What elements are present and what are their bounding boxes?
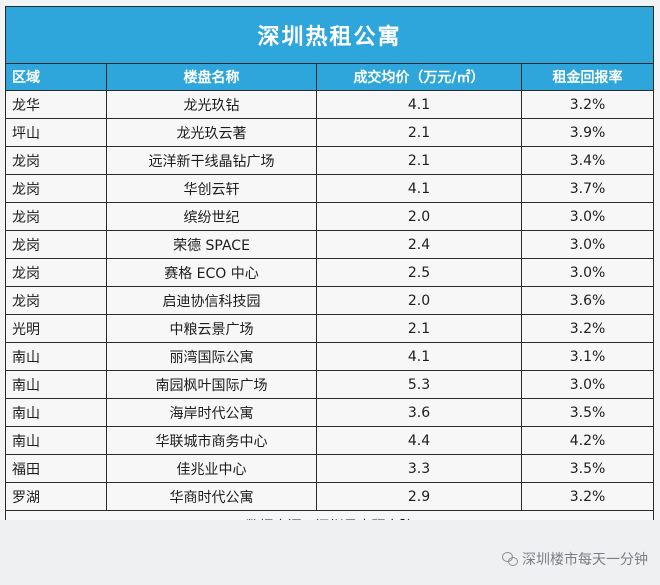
cell-yield: 3.0%	[520, 230, 655, 259]
cell-yield: 4.2%	[520, 426, 655, 455]
table-row: 龙岗 缤纷世纪 2.0 3.0%	[5, 202, 655, 231]
cell-yield: 3.2%	[520, 482, 655, 511]
cell-region: 罗湖	[5, 482, 107, 511]
table-row: 龙岗 远洋新干线晶钻广场 2.1 3.4%	[5, 146, 655, 175]
cell-project: 南园枫叶国际广场	[106, 370, 317, 399]
cell-project: 远洋新干线晶钻广场	[106, 146, 317, 175]
cell-price: 3.6	[316, 398, 522, 427]
cell-project: 中粮云景广场	[106, 314, 317, 343]
cell-price: 2.1	[316, 314, 522, 343]
cell-project: 龙光玖钻	[106, 90, 317, 119]
cell-price: 4.1	[316, 90, 522, 119]
table-row: 南山 华联城市商务中心 4.4 4.2%	[5, 426, 655, 455]
cell-region: 南山	[5, 426, 107, 455]
cell-project: 华联城市商务中心	[106, 426, 317, 455]
table-row: 福田 佳兆业中心 3.3 3.5%	[5, 454, 655, 483]
table-row: 龙华 龙光玖钻 4.1 3.2%	[5, 90, 655, 119]
footer: 深圳楼市每天一分钟	[0, 520, 660, 585]
cell-project: 丽湾国际公寓	[106, 342, 317, 371]
header-region: 区域	[5, 63, 107, 91]
cell-project: 缤纷世纪	[106, 202, 317, 231]
cell-region: 南山	[5, 398, 107, 427]
cell-yield: 3.5%	[520, 398, 655, 427]
cell-region: 龙岗	[5, 174, 107, 203]
cell-project: 佳兆业中心	[106, 454, 317, 483]
table-row: 南山 南园枫叶国际广场 5.3 3.0%	[5, 370, 655, 399]
cell-yield: 3.9%	[520, 118, 655, 147]
cell-price: 2.5	[316, 258, 522, 287]
cell-project: 启迪协信科技园	[106, 286, 317, 315]
cell-yield: 3.6%	[520, 286, 655, 315]
watermark-text: 深圳楼市每天一分钟	[522, 552, 648, 568]
cell-price: 4.1	[316, 342, 522, 371]
cell-price: 5.3	[316, 370, 522, 399]
cell-price: 2.0	[316, 286, 522, 315]
cell-region: 龙华	[5, 90, 107, 119]
cell-project: 华创云轩	[106, 174, 317, 203]
cell-price: 2.4	[316, 230, 522, 259]
cell-region: 南山	[5, 370, 107, 399]
cell-region: 坪山	[5, 118, 107, 147]
cell-yield: 3.0%	[520, 202, 655, 231]
header-yield: 租金回报率	[520, 63, 655, 91]
cell-region: 龙岗	[5, 286, 107, 315]
cell-yield: 3.1%	[520, 342, 655, 371]
header-project: 楼盘名称	[106, 63, 317, 91]
table-row: 龙岗 启迪协信科技园 2.0 3.6%	[5, 286, 655, 315]
cell-region: 光明	[5, 314, 107, 343]
cell-yield: 3.2%	[520, 314, 655, 343]
cell-yield: 3.0%	[520, 258, 655, 287]
cell-region: 龙岗	[5, 230, 107, 259]
cell-price: 3.3	[316, 454, 522, 483]
table-row: 龙岗 赛格 ECO 中心 2.5 3.0%	[5, 258, 655, 287]
cell-region: 龙岗	[5, 146, 107, 175]
cell-yield: 3.2%	[520, 90, 655, 119]
cell-price: 2.9	[316, 482, 522, 511]
header-row: 区域 楼盘名称 成交均价（万元/㎡） 租金回报率	[5, 63, 655, 91]
cell-price: 2.1	[316, 118, 522, 147]
cell-region: 龙岗	[5, 258, 107, 287]
header-price: 成交均价（万元/㎡）	[316, 63, 522, 91]
cell-project: 赛格 ECO 中心	[106, 258, 317, 287]
cell-region: 福田	[5, 454, 107, 483]
cell-yield: 3.7%	[520, 174, 655, 203]
cell-project: 荣德 SPACE	[106, 230, 317, 259]
cell-yield: 3.5%	[520, 454, 655, 483]
cell-price: 2.0	[316, 202, 522, 231]
cell-yield: 3.0%	[520, 370, 655, 399]
title-row: 深圳热租公寓	[4, 6, 655, 64]
cell-yield: 3.4%	[520, 146, 655, 175]
cell-project: 华商时代公寓	[106, 482, 317, 511]
cell-project: 海岸时代公寓	[106, 398, 317, 427]
cell-price: 4.1	[316, 174, 522, 203]
cell-region: 南山	[5, 342, 107, 371]
wechat-icon	[502, 552, 518, 566]
table-row: 光明 中粮云景广场 2.1 3.2%	[5, 314, 655, 343]
table-row: 罗湖 华商时代公寓 2.9 3.2%	[5, 482, 655, 511]
table-row: 龙岗 华创云轩 4.1 3.7%	[5, 174, 655, 203]
cell-price: 2.1	[316, 146, 522, 175]
watermark: 深圳楼市每天一分钟	[502, 549, 648, 569]
table-row: 南山 海岸时代公寓 3.6 3.5%	[5, 398, 655, 427]
rental-table: 深圳热租公寓 区域 楼盘名称 成交均价（万元/㎡） 租金回报率 龙华 龙光玖钻 4.…	[4, 6, 655, 541]
table-row: 坪山 龙光玖云著 2.1 3.9%	[5, 118, 655, 147]
table-row: 龙岗 荣德 SPACE 2.4 3.0%	[5, 230, 655, 259]
cell-price: 4.4	[316, 426, 522, 455]
table-row: 南山 丽湾国际公寓 4.1 3.1%	[5, 342, 655, 371]
cell-region: 龙岗	[5, 202, 107, 231]
table-title: 深圳热租公寓	[4, 6, 655, 64]
cell-project: 龙光玖云著	[106, 118, 317, 147]
